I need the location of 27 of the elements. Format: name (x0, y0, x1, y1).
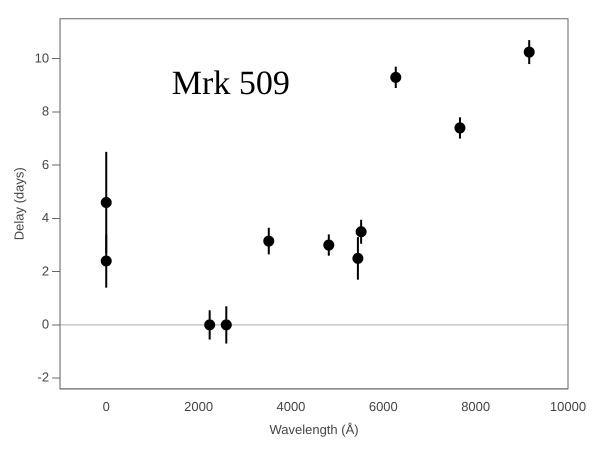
x-tick-label: 2000 (184, 399, 214, 414)
point (356, 226, 367, 238)
y-tick-label: -2 (37, 370, 50, 385)
point (323, 240, 334, 251)
x-tick-label: 4000 (276, 399, 306, 414)
y-tick-label: 2 (42, 263, 50, 278)
y-tick-label: 6 (42, 156, 50, 172)
point (263, 236, 274, 247)
point (220, 319, 232, 330)
point (390, 72, 402, 83)
x-axis-title: Wavelength (Å) (269, 422, 359, 437)
point (100, 256, 112, 267)
x-tick-label: 10000 (550, 399, 586, 414)
annotation: Mrk 509 (172, 64, 290, 102)
point (204, 319, 216, 330)
point (524, 46, 535, 58)
y-axis-title: Delay (days) (11, 167, 26, 240)
point (454, 122, 466, 134)
y-tick-label: 10 (34, 50, 50, 66)
y-tick-label: 8 (42, 104, 50, 119)
x-tick-label: 6000 (368, 399, 398, 414)
point (352, 252, 364, 264)
point (100, 196, 112, 208)
x-tick-label: 8000 (461, 399, 490, 414)
y-tick-label: 4 (42, 210, 50, 226)
x-tick-label: 0 (102, 399, 110, 414)
y-tick-label: 0 (42, 316, 50, 332)
